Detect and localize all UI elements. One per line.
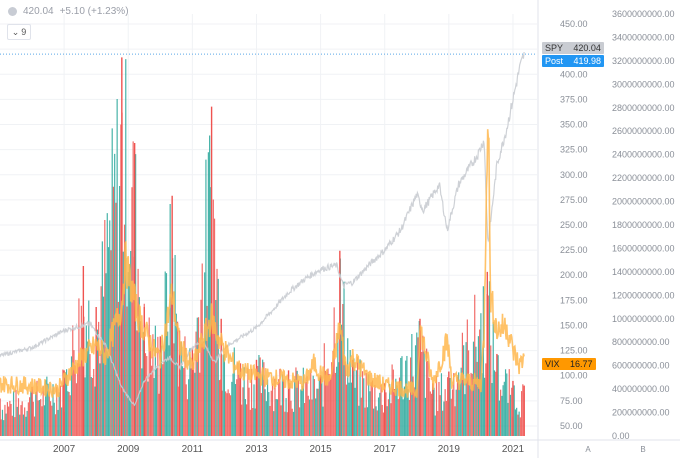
axis-a-tick-label: 450.00 [560, 19, 588, 29]
axis-a-tick-label: 300.00 [560, 170, 588, 180]
spy-price-badge: SPY 420.04 [542, 42, 604, 54]
x-tick-label: 2011 [182, 444, 204, 455]
vix-price-badge: VIX 16.77 [542, 358, 596, 370]
axis-b-tick-label: 2400000000.00 [612, 150, 675, 160]
axis-a-label: A [585, 445, 591, 454]
axis-a-tick-label: 375.00 [560, 94, 588, 104]
axis-b-tick-label: 1200000000.00 [612, 290, 675, 300]
axis-a-tick-label: 325.00 [560, 145, 588, 155]
axis-b-tick-label: 2800000000.00 [612, 103, 675, 113]
axis-b-label: B [640, 445, 645, 454]
axis-a-tick-label: 150.00 [560, 320, 588, 330]
axis-b-tick-label: 2000000000.00 [612, 197, 675, 207]
axis-a-tick-label: 75.00 [560, 396, 583, 406]
axis-a-tick-label: 400.00 [560, 69, 588, 79]
axis-b-tick-label: 0.00 [612, 431, 630, 441]
axis-b-tick-label: 1400000000.00 [612, 267, 675, 277]
axis-a-tick-label: 175.00 [560, 295, 588, 305]
x-tick-label: 2007 [53, 444, 76, 455]
x-tick-label: 2021 [502, 444, 525, 455]
x-tick-label: 2019 [438, 444, 461, 455]
x-tick-label: 2017 [374, 444, 397, 455]
axis-b-tick-label: 2200000000.00 [612, 173, 675, 183]
post-badge-name: Post [545, 56, 564, 66]
axis-b-tick-label: 3600000000.00 [612, 9, 675, 19]
axis-b-tick-label: 1800000000.00 [612, 220, 675, 230]
axis-a-tick-label: 100.00 [560, 371, 588, 381]
chevron-down-icon: ⌄ [11, 26, 20, 37]
x-tick-label: 2015 [309, 444, 332, 455]
post-badge-value: 419.98 [573, 56, 602, 66]
axis-b-tick-label: 1000000000.00 [612, 314, 675, 324]
x-tick-label: 2013 [245, 444, 268, 455]
spy-badge-value: 420.04 [573, 43, 601, 53]
axis-a-tick-label: 125.00 [560, 346, 588, 356]
axis-b-tick-label: 400000000.00 [612, 384, 670, 394]
axis-b-tick-label: 1600000000.00 [612, 243, 675, 253]
legend-header: 420.04 +5.10 (+1.23%) [8, 6, 129, 17]
axis-a-tick-label: 200.00 [560, 270, 588, 280]
axis-b-tick-label: 3200000000.00 [612, 56, 675, 66]
axis-a-tick-label: 50.00 [560, 421, 583, 431]
spy-change: +5.10 (+1.23%) [59, 6, 129, 17]
axis-b-tick-label: 200000000.00 [612, 408, 670, 418]
collapse-legend-button[interactable]: ⌄ 9 [7, 24, 31, 40]
axis-a-tick-label: 225.00 [560, 245, 588, 255]
vix-badge-value: 16.77 [570, 359, 593, 369]
axis-b-tick-label: 3000000000.00 [612, 79, 675, 89]
vix-series-line [0, 129, 525, 399]
spy-badge-name: SPY [545, 43, 563, 53]
volume-bars [0, 57, 525, 436]
volume-axis-b: 0.00 200000000.00 400000000.00 600000000.00… [612, 9, 675, 441]
spy-series-line [0, 51, 525, 407]
x-tick-label: 2009 [117, 444, 140, 455]
collapse-count: 9 [21, 27, 27, 37]
spy-last-price: 420.04 [23, 6, 54, 17]
time-axis: 2007 2009 2011 2013 2015 2017 2019 2021 A B [53, 444, 646, 455]
axis-a-tick-label: 275.00 [560, 195, 588, 205]
axis-b-tick-label: 3400000000.00 [612, 32, 675, 42]
post-price-badge: Post 419.98 [542, 55, 605, 67]
series-lines [0, 51, 537, 407]
axis-b-tick-label: 2600000000.00 [612, 126, 675, 136]
axis-a-tick-label: 350.00 [560, 120, 588, 130]
vix-badge-name: VIX [545, 359, 560, 369]
eye-icon[interactable] [8, 7, 17, 16]
axis-b-tick-label: 800000000.00 [612, 337, 670, 347]
axis-a-tick-label: 250.00 [560, 220, 588, 230]
axis-b-tick-label: 600000000.00 [612, 361, 670, 371]
